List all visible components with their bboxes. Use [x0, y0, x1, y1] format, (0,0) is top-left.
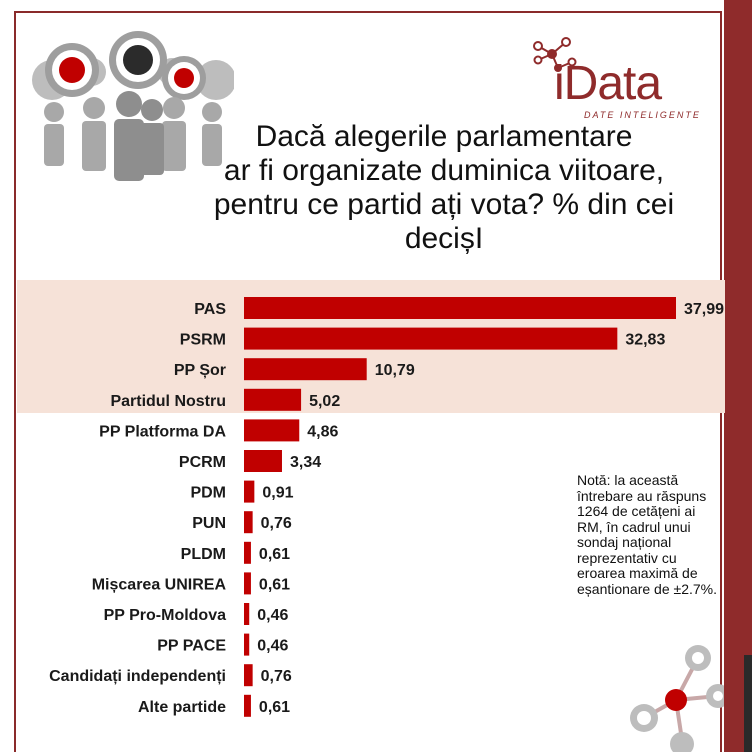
right-accent-dark-strip — [744, 655, 752, 752]
category-label: PCRM — [179, 454, 226, 471]
bar — [244, 327, 618, 350]
bar — [244, 633, 250, 656]
chart-title: Dacă alegerile parlamentare ar fi organi… — [150, 120, 738, 256]
value-label: 0,46 — [257, 638, 288, 655]
survey-note: Notă: la această întrebare au răspuns 12… — [577, 472, 717, 597]
category-label: PP PACE — [157, 638, 226, 655]
category-label: Mișcarea UNIREA — [92, 576, 227, 593]
idata-logo-subtitle: DATE INTELIGENTE — [584, 110, 701, 120]
category-label: PP Pro-Moldova — [104, 607, 226, 624]
value-label: 0,76 — [261, 515, 292, 532]
right-accent-bar — [724, 0, 752, 752]
bar — [244, 358, 367, 381]
bar — [244, 664, 253, 687]
value-label: 0,91 — [262, 485, 293, 502]
category-label: PDM — [190, 485, 226, 502]
bar — [244, 572, 251, 595]
value-label: 32,83 — [625, 332, 665, 349]
value-label: 0,76 — [261, 668, 292, 685]
bar — [244, 450, 282, 472]
category-label: Alte partide — [138, 699, 226, 716]
category-label: PP Șor — [174, 362, 226, 379]
idata-logo-text: iData — [554, 57, 662, 110]
category-label: PSRM — [180, 332, 226, 349]
bar — [244, 480, 255, 503]
value-label: 4,86 — [307, 423, 338, 440]
value-label: 5,02 — [309, 393, 340, 410]
value-label: 10,79 — [375, 362, 415, 379]
people-illustration-icon — [32, 31, 234, 181]
bar — [244, 419, 300, 442]
category-label: Candidați independenți — [49, 668, 226, 685]
value-label: 0,61 — [259, 576, 290, 593]
category-label: PLDM — [181, 546, 226, 563]
value-label: 0,46 — [257, 607, 288, 624]
bar — [244, 603, 250, 625]
bar — [244, 541, 251, 564]
chart-title-line: ar fi organizate duminica viitoare, — [223, 154, 665, 187]
value-label: 0,61 — [259, 699, 290, 716]
category-label: PUN — [192, 515, 226, 532]
value-label: 3,34 — [290, 454, 321, 471]
category-label: PP Platforma DA — [99, 423, 226, 440]
bar — [244, 511, 253, 534]
network-decoration-icon — [630, 645, 724, 752]
value-label: 0,61 — [259, 546, 290, 563]
bar — [244, 297, 676, 319]
value-label: 37,99 — [684, 301, 724, 318]
chart-title-line: decișI — [404, 222, 484, 255]
category-label: Partidul Nostru — [110, 393, 226, 410]
chart-title-line: Dacă alegerile parlamentare — [255, 120, 633, 153]
chart-title-line: pentru ce partid ați vota? % din cei — [213, 188, 675, 221]
bar — [244, 388, 302, 411]
bar — [244, 694, 251, 717]
idata-logo-network-icon — [533, 37, 577, 72]
category-label: PAS — [194, 301, 226, 318]
